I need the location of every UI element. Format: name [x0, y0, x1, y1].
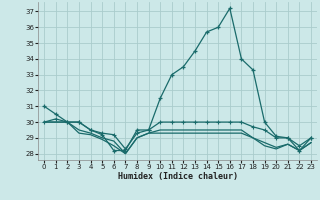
- X-axis label: Humidex (Indice chaleur): Humidex (Indice chaleur): [118, 172, 238, 181]
